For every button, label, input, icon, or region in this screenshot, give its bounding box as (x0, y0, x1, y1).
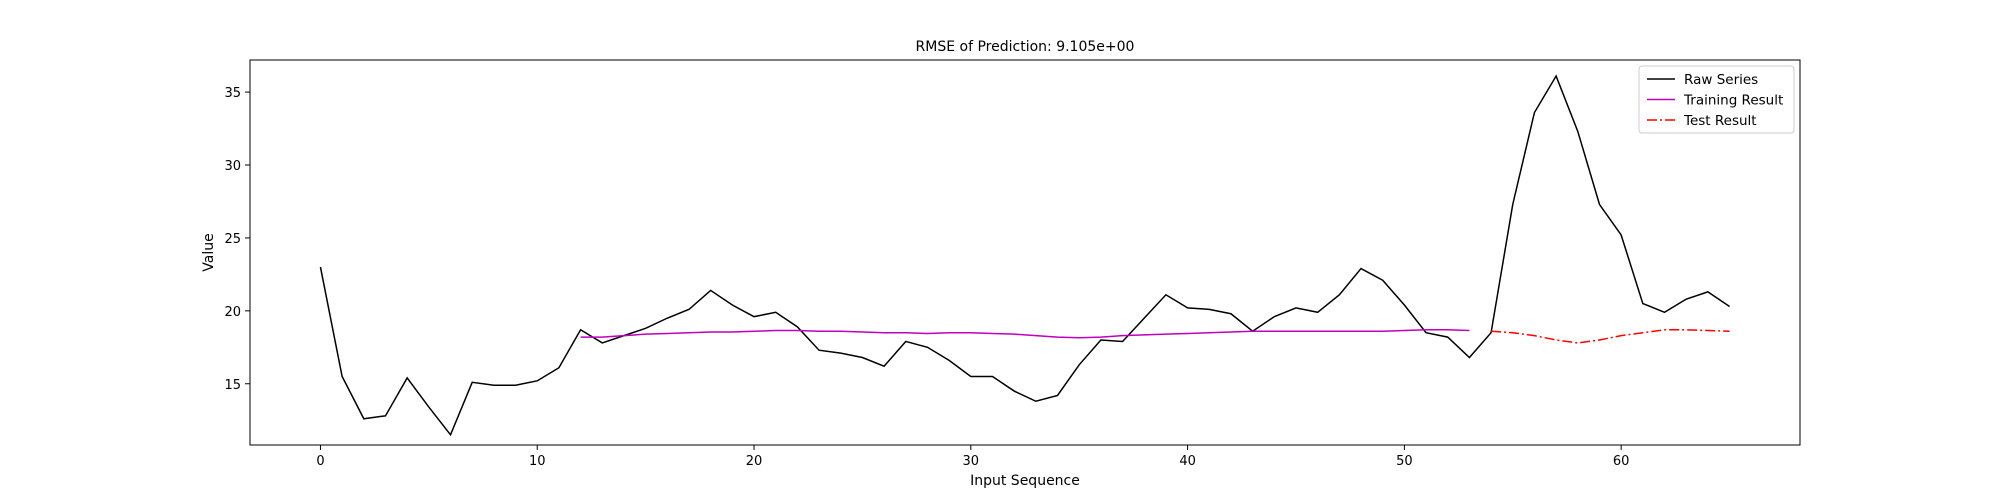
legend-label: Raw Series (1684, 72, 1758, 88)
y-tick-label: 15 (224, 378, 241, 393)
y-tick-label: 35 (224, 86, 241, 101)
x-axis-ticks: 0 10 20 30 40 50 60 (316, 445, 1629, 469)
y-tick-label: 30 (224, 159, 241, 174)
x-tick-label: 60 (1613, 454, 1630, 469)
legend-box (1638, 65, 1795, 134)
x-axis-label: Input Sequence (970, 473, 1080, 489)
plot-frame (249, 59, 1801, 446)
y-axis-label: Value (201, 233, 217, 271)
x-tick-label: 20 (746, 454, 763, 469)
x-tick-label: 50 (1396, 454, 1413, 469)
x-tick-label: 30 (963, 454, 980, 469)
legend-label: Test Result (1683, 113, 1757, 129)
series-line-raw-series (319, 74, 1730, 437)
x-tick-label: 10 (529, 454, 546, 469)
series-line-training-result (580, 329, 1470, 339)
chart-title: RMSE of Prediction: 9.105e+00 (916, 39, 1135, 55)
y-axis-ticks: 15 20 25 30 35 (224, 86, 250, 393)
series-layer (319, 74, 1730, 437)
legend-label: Training Result (1683, 93, 1783, 109)
x-tick-label: 40 (1179, 454, 1196, 469)
legend-entries: Raw Series Training Result Test Result (1647, 72, 1783, 129)
series-line-test-result (1491, 329, 1730, 344)
legend: Raw Series Training Result Test Result (1638, 65, 1795, 134)
y-tick-label: 25 (224, 232, 241, 247)
x-tick-label: 0 (316, 454, 324, 469)
y-tick-label: 20 (224, 305, 241, 320)
